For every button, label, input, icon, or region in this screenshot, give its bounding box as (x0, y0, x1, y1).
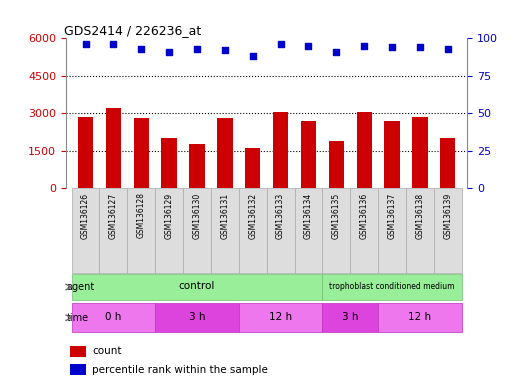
Bar (239, 303, 323, 333)
Point (193, 46, 201, 52)
Text: GSM136135: GSM136135 (332, 192, 341, 238)
Bar (323, 274, 461, 300)
FancyBboxPatch shape (378, 188, 406, 273)
Text: GSM136136: GSM136136 (360, 192, 369, 238)
Text: percentile rank within the sample: percentile rank within the sample (92, 364, 268, 374)
Text: time: time (67, 313, 89, 323)
FancyBboxPatch shape (183, 188, 211, 273)
Text: GSM136134: GSM136134 (304, 192, 313, 238)
Text: GSM136127: GSM136127 (109, 192, 118, 238)
Bar (273, 112, 288, 188)
Bar (72, 303, 155, 333)
FancyBboxPatch shape (127, 188, 155, 273)
FancyBboxPatch shape (267, 188, 295, 273)
Point (81, 41, 90, 48)
Bar (162, 138, 177, 188)
Point (388, 44, 397, 50)
FancyBboxPatch shape (323, 188, 350, 273)
Bar (70, 346, 86, 356)
Point (304, 43, 313, 49)
Text: agent: agent (67, 282, 95, 292)
Bar (190, 144, 205, 188)
Point (360, 43, 369, 49)
Point (137, 46, 146, 52)
Text: 12 h: 12 h (269, 312, 292, 322)
Bar (412, 117, 428, 188)
Text: trophoblast conditioned medium: trophoblast conditioned medium (329, 282, 455, 291)
Text: GSM136132: GSM136132 (248, 192, 257, 238)
Point (165, 49, 173, 55)
Text: GSM136133: GSM136133 (276, 192, 285, 238)
Text: GSM136129: GSM136129 (165, 192, 174, 238)
Text: control: control (179, 281, 215, 291)
Bar (155, 303, 239, 333)
FancyBboxPatch shape (211, 188, 239, 273)
Bar (440, 138, 456, 188)
Bar (356, 112, 372, 188)
Point (221, 47, 229, 53)
Bar (301, 121, 316, 188)
Text: GSM136126: GSM136126 (81, 192, 90, 238)
FancyBboxPatch shape (72, 188, 99, 273)
Bar (245, 148, 260, 188)
FancyBboxPatch shape (295, 188, 323, 273)
FancyBboxPatch shape (155, 188, 183, 273)
Point (416, 44, 424, 50)
Text: GSM136137: GSM136137 (388, 192, 397, 238)
Text: GSM136139: GSM136139 (444, 192, 452, 238)
Bar (70, 364, 86, 375)
FancyBboxPatch shape (99, 188, 127, 273)
Text: GSM136138: GSM136138 (416, 192, 425, 238)
Text: count: count (92, 346, 121, 356)
FancyBboxPatch shape (239, 188, 267, 273)
Bar (106, 108, 121, 188)
FancyBboxPatch shape (350, 188, 378, 273)
FancyBboxPatch shape (434, 188, 461, 273)
Text: GDS2414 / 226236_at: GDS2414 / 226236_at (64, 24, 201, 37)
Bar (217, 118, 232, 188)
Point (276, 41, 285, 48)
FancyBboxPatch shape (406, 188, 434, 273)
Bar (328, 141, 344, 188)
Text: 3 h: 3 h (342, 312, 359, 322)
Text: GSM136131: GSM136131 (220, 192, 229, 238)
Bar (72, 274, 323, 300)
Bar (78, 117, 93, 188)
Point (249, 53, 257, 60)
Text: GSM136130: GSM136130 (193, 192, 202, 238)
Bar (134, 118, 149, 188)
Bar (323, 303, 378, 333)
Bar (378, 303, 461, 333)
Text: 12 h: 12 h (408, 312, 431, 322)
Bar (384, 121, 400, 188)
Text: 3 h: 3 h (188, 312, 205, 322)
Text: 0 h: 0 h (105, 312, 121, 322)
Point (444, 46, 452, 52)
Point (109, 41, 118, 48)
Point (332, 49, 341, 55)
Text: GSM136128: GSM136128 (137, 192, 146, 238)
